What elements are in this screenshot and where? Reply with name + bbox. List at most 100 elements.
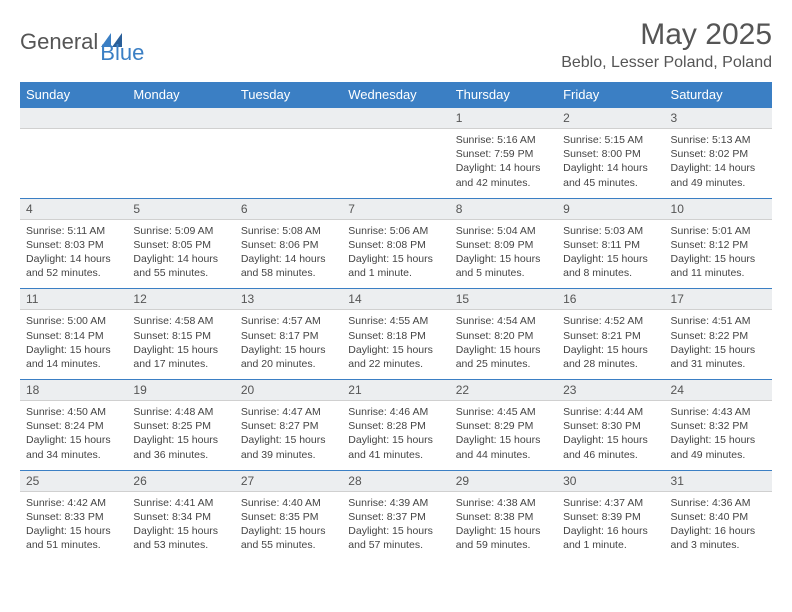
sunset-text: Sunset: 8:29 PM [456,419,551,433]
sunrise-text: Sunrise: 5:04 AM [456,224,551,238]
day-number: 29 [450,470,557,491]
sunrise-text: Sunrise: 4:43 AM [671,405,766,419]
day-cell: Sunrise: 5:09 AMSunset: 8:05 PMDaylight:… [127,219,234,289]
day-cell: Sunrise: 4:44 AMSunset: 8:30 PMDaylight:… [557,401,664,471]
calendar-table: Sunday Monday Tuesday Wednesday Thursday… [20,82,772,560]
sunrise-text: Sunrise: 4:58 AM [133,314,228,328]
day-number: 8 [450,198,557,219]
day-number: 31 [665,470,772,491]
daylight-text: Daylight: 14 hours and 58 minutes. [241,252,336,280]
day-number: 20 [235,380,342,401]
day-cell: Sunrise: 4:57 AMSunset: 8:17 PMDaylight:… [235,310,342,380]
day-cell: Sunrise: 4:37 AMSunset: 8:39 PMDaylight:… [557,491,664,560]
day-number: 21 [342,380,449,401]
sunrise-text: Sunrise: 4:52 AM [563,314,658,328]
daynum-row: 25262728293031 [20,470,772,491]
day-number: 14 [342,289,449,310]
sunset-text: Sunset: 8:03 PM [26,238,121,252]
daylight-text: Daylight: 15 hours and 59 minutes. [456,524,551,552]
day-cell: Sunrise: 5:08 AMSunset: 8:06 PMDaylight:… [235,219,342,289]
daylight-text: Daylight: 15 hours and 46 minutes. [563,433,658,461]
day-number: 15 [450,289,557,310]
day-cell: Sunrise: 4:39 AMSunset: 8:37 PMDaylight:… [342,491,449,560]
day-number [342,108,449,129]
day-number [235,108,342,129]
sunset-text: Sunset: 8:35 PM [241,510,336,524]
day-number: 27 [235,470,342,491]
day-cell: Sunrise: 4:54 AMSunset: 8:20 PMDaylight:… [450,310,557,380]
sunset-text: Sunset: 8:34 PM [133,510,228,524]
day-number: 4 [20,198,127,219]
sunset-text: Sunset: 8:27 PM [241,419,336,433]
detail-row: Sunrise: 5:11 AMSunset: 8:03 PM Daylight:… [20,219,772,289]
sunset-text: Sunset: 8:00 PM [563,147,658,161]
brand-part2: Blue [100,40,144,65]
day-number: 10 [665,198,772,219]
day-cell: Sunrise: 4:40 AMSunset: 8:35 PMDaylight:… [235,491,342,560]
daynum-row: 45678910 [20,198,772,219]
sunset-text: Sunset: 8:38 PM [456,510,551,524]
daylight-text: Daylight: 15 hours and 34 minutes. [26,433,121,461]
day-cell: Sunrise: 4:43 AMSunset: 8:32 PMDaylight:… [665,401,772,471]
day-header: Sunday [20,82,127,108]
sunrise-text: Sunrise: 5:08 AM [241,224,336,238]
sunrise-text: Sunrise: 4:57 AM [241,314,336,328]
sunset-text: Sunset: 8:08 PM [348,238,443,252]
sunrise-text: Sunrise: 4:46 AM [348,405,443,419]
day-header: Wednesday [342,82,449,108]
sunset-text: Sunset: 8:30 PM [563,419,658,433]
sunrise-text: Sunrise: 4:55 AM [348,314,443,328]
brand-part1: General [20,29,98,55]
day-number: 23 [557,380,664,401]
day-number: 9 [557,198,664,219]
daylight-text: Daylight: 14 hours and 45 minutes. [563,161,658,189]
sunrise-text: Sunrise: 5:11 AM [26,224,121,238]
daylight-text: Daylight: 15 hours and 31 minutes. [671,343,766,371]
day-number: 28 [342,470,449,491]
daylight-text: Daylight: 16 hours and 1 minute. [563,524,658,552]
day-number: 22 [450,380,557,401]
daylight-text: Daylight: 15 hours and 8 minutes. [563,252,658,280]
sunrise-text: Sunrise: 5:15 AM [563,133,658,147]
sunset-text: Sunset: 8:22 PM [671,329,766,343]
sunrise-text: Sunrise: 4:45 AM [456,405,551,419]
day-cell: Sunrise: 5:16 AMSunset: 7:59 PMDaylight:… [450,129,557,199]
day-number [20,108,127,129]
daylight-text: Daylight: 15 hours and 1 minute. [348,252,443,280]
day-number: 30 [557,470,664,491]
sunset-text: Sunset: 8:39 PM [563,510,658,524]
day-cell: Sunrise: 5:00 AMSunset: 8:14 PMDaylight:… [20,310,127,380]
sunrise-text: Sunrise: 4:37 AM [563,496,658,510]
day-number: 18 [20,380,127,401]
sunrise-text: Sunrise: 4:40 AM [241,496,336,510]
daylight-text: Daylight: 14 hours and 42 minutes. [456,161,551,189]
day-cell [235,129,342,199]
month-title: May 2025 [561,18,772,52]
sunrise-text: Sunrise: 5:03 AM [563,224,658,238]
day-number [127,108,234,129]
daylight-text: Daylight: 15 hours and 57 minutes. [348,524,443,552]
day-header-row: Sunday Monday Tuesday Wednesday Thursday… [20,82,772,108]
day-number: 12 [127,289,234,310]
sunset-text: Sunset: 8:33 PM [26,510,121,524]
detail-row: Sunrise: 5:00 AMSunset: 8:14 PMDaylight:… [20,310,772,380]
sunset-text: Sunset: 8:21 PM [563,329,658,343]
sunrise-text: Sunrise: 4:44 AM [563,405,658,419]
sunrise-text: Sunrise: 4:38 AM [456,496,551,510]
sunrise-text: Sunrise: 4:36 AM [671,496,766,510]
sunset-text: Sunset: 8:20 PM [456,329,551,343]
sunset-text: Sunset: 8:40 PM [671,510,766,524]
sunrise-text: Sunrise: 5:09 AM [133,224,228,238]
sunrise-text: Sunrise: 4:39 AM [348,496,443,510]
sunset-text: Sunset: 8:17 PM [241,329,336,343]
daylight-text: Daylight: 15 hours and 22 minutes. [348,343,443,371]
daylight-text: Daylight: 14 hours and 49 minutes. [671,161,766,189]
daylight-text: Daylight: 15 hours and 41 minutes. [348,433,443,461]
daylight-text: Daylight: 15 hours and 20 minutes. [241,343,336,371]
daylight-text: Daylight: 16 hours and 3 minutes. [671,524,766,552]
location-label: Beblo, Lesser Poland, Poland [561,54,772,72]
day-number: 3 [665,108,772,129]
day-number: 7 [342,198,449,219]
day-number: 17 [665,289,772,310]
sunrise-text: Sunrise: 4:42 AM [26,496,121,510]
